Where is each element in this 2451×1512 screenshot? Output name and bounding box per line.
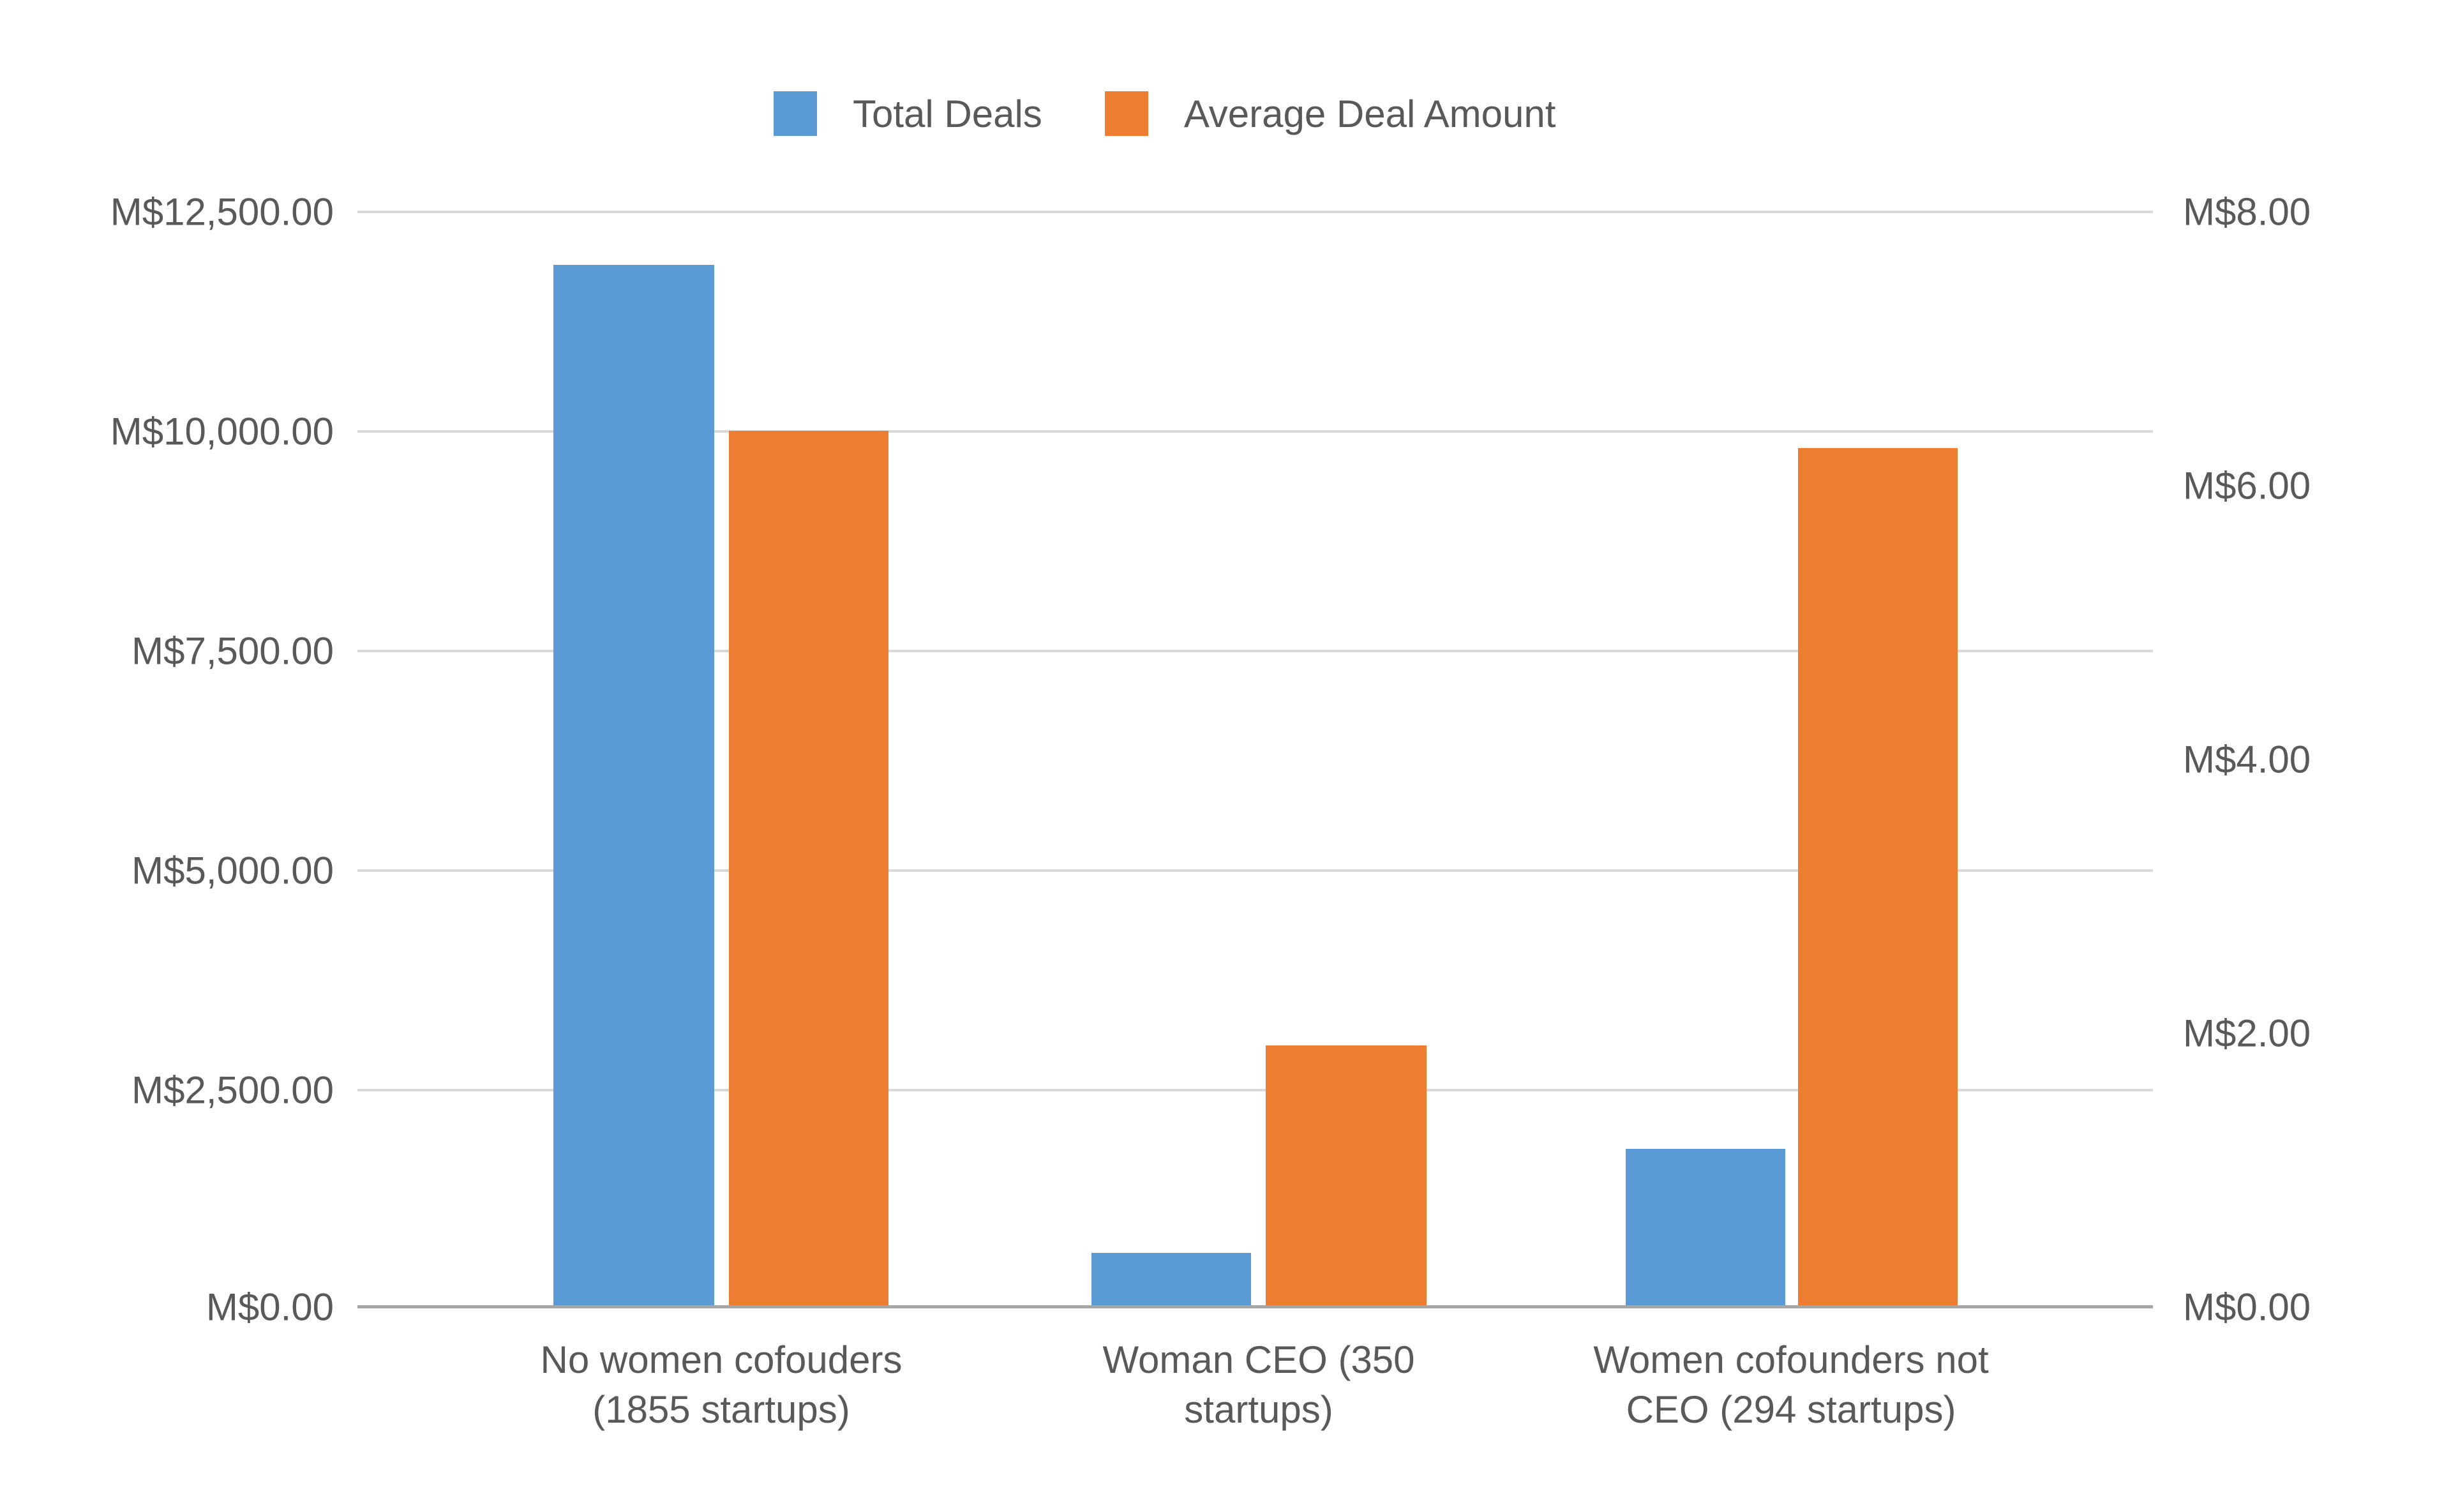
x-axis-category-label: Women cofounders not CEO (294 startups): [1548, 1335, 2034, 1435]
legend-item-total-deals[interactable]: Total Deals: [774, 91, 1042, 136]
category-label-line: CEO (294 startups): [1626, 1388, 1956, 1431]
x-axis-category-label: Woman CEO (350 startups): [1016, 1335, 1501, 1435]
x-axis-category-label: No women cofouders (1855 startups): [479, 1335, 964, 1435]
legend-swatch-orange-icon: [1104, 91, 1148, 136]
bar-total-deals-woman-ceo[interactable]: [1091, 1253, 1251, 1307]
y-axis-left-tick: M$10,000.00: [110, 410, 334, 453]
bar-total-deals-no-women-cofounders[interactable]: [553, 265, 714, 1307]
bar-average-deal-women-cofounders-not-ceo[interactable]: [1798, 448, 1958, 1307]
y-axis-right-tick: M$0.00: [2183, 1285, 2311, 1329]
bar-total-deals-women-cofounders-not-ceo[interactable]: [1626, 1149, 1785, 1307]
y-axis-right-tick: M$2.00: [2183, 1012, 2311, 1055]
gridline: [357, 650, 2153, 652]
y-axis-right-tick: M$4.00: [2183, 738, 2311, 781]
legend-swatch-blue-icon: [774, 91, 817, 136]
chart-legend: Total Deals Average Deal Amount: [774, 89, 1618, 138]
legend-label: Average Deal Amount: [1183, 92, 1556, 135]
x-axis-baseline: [357, 1305, 2153, 1308]
gridline: [357, 1089, 2153, 1091]
y-axis-right-tick: M$8.00: [2183, 190, 2311, 234]
category-label-line: startups): [1184, 1388, 1333, 1431]
bar-average-deal-woman-ceo[interactable]: [1266, 1045, 1427, 1307]
y-axis-left-tick: M$12,500.00: [110, 190, 334, 234]
gridline: [357, 430, 2153, 433]
gridline: [357, 211, 2153, 213]
y-axis-left-tick: M$7,500.00: [131, 629, 334, 673]
gridline: [357, 869, 2153, 872]
category-label-line: Woman CEO (350: [1102, 1338, 1415, 1381]
y-axis-left-tick: M$2,500.00: [131, 1068, 334, 1112]
bar-average-deal-no-women-cofounders[interactable]: [729, 431, 888, 1307]
legend-item-average-deal-amount[interactable]: Average Deal Amount: [1104, 91, 1556, 136]
legend-label: Total Deals: [853, 92, 1042, 135]
y-axis-left-tick: M$5,000.00: [131, 849, 334, 892]
category-label-line: No women cofouders: [540, 1338, 903, 1381]
category-label-line: (1855 startups): [592, 1388, 850, 1431]
category-label-line: Women cofounders not: [1593, 1338, 1989, 1381]
y-axis-right-tick: M$6.00: [2183, 464, 2311, 507]
y-axis-left-tick: M$0.00: [206, 1285, 334, 1329]
